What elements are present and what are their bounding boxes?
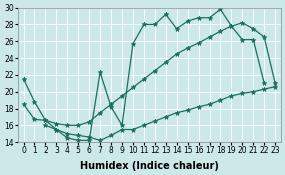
X-axis label: Humidex (Indice chaleur): Humidex (Indice chaleur) — [80, 161, 219, 171]
